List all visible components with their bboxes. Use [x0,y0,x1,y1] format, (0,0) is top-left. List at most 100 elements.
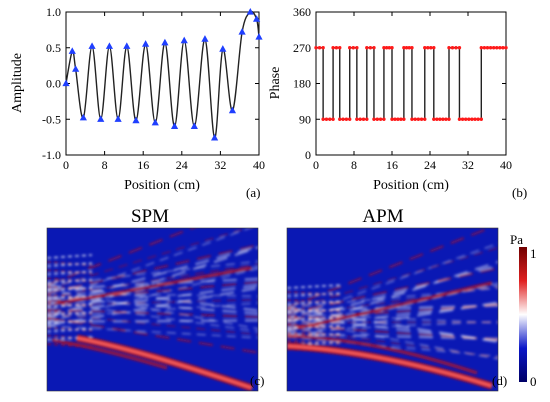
field-streak [47,244,258,295]
data-point [441,117,445,121]
data-point [382,117,386,121]
data-point [338,46,342,50]
data-point [314,46,318,50]
data-point [123,42,131,49]
field-streak [287,318,498,360]
data-point [334,46,339,50]
data-point [450,46,455,50]
data-point [444,117,448,121]
data-point [402,117,406,121]
field-streak [47,303,93,308]
data-point [252,15,261,22]
panel-c-heatmap [47,228,258,391]
field-streak [47,246,258,319]
data-point [365,46,369,50]
data-point [413,117,417,121]
data-point [438,117,442,121]
data-point [485,46,490,50]
data-point [355,46,359,50]
data-point [382,46,386,50]
field-streak [287,260,498,333]
y-tick-label: 180 [293,77,311,91]
data-point [161,38,169,46]
data-point [72,65,80,72]
data-point [338,117,342,121]
field-streak [287,242,498,320]
data-point [180,36,188,44]
field-streak [47,300,258,333]
data-point [351,46,355,50]
field-streak [47,260,258,286]
data-point [470,117,474,121]
data-point [97,115,105,122]
data-point [407,46,411,50]
field-streak [287,324,343,330]
data-point [355,117,359,121]
field-streak [47,228,250,290]
y-tick-label: 360 [293,5,311,19]
field-streak [287,306,498,344]
field-streak [47,228,196,287]
panel-b-label: (b) [512,185,527,200]
x-tick-label: 40 [253,158,265,172]
data-point [378,117,383,121]
field-beam [51,338,168,370]
data-point [328,117,332,121]
x-tick-label: 8 [102,158,108,172]
data-point [473,117,477,121]
colorbar-unit: Pa [510,232,523,247]
data-point [504,46,508,50]
data-point [457,117,462,121]
field-streak [47,277,93,283]
panel-a-y-axis-label: Amplitude [10,53,25,113]
x-tick-label: 40 [500,158,512,172]
data-point [190,122,198,129]
data-point [114,115,122,122]
data-point [348,117,352,121]
data-point [495,46,499,50]
field-streak [287,336,498,357]
field-streak [47,319,93,325]
panel-b-axes: 0 8 16 24 32 40 0 90 180 270 360 [293,5,512,172]
field-streak [287,300,343,306]
field-streak [287,284,343,289]
data-point [457,46,462,50]
data-point [358,117,362,121]
field-streak [47,267,258,323]
data-point [404,46,409,50]
panel-c-label: (c) [250,373,264,388]
series-line [65,10,260,139]
x-tick-label: 24 [176,158,188,172]
data-point [246,8,254,15]
field-streak [47,263,258,298]
field-streak [287,291,343,296]
data-point [372,46,376,50]
data-point [410,117,414,121]
data-point [331,46,335,50]
data-point [372,117,376,121]
data-point [384,46,389,50]
data-point [396,117,400,121]
field-streak [287,286,498,317]
data-point [375,117,379,121]
field-streak [287,340,343,345]
y-tick-label: 0.5 [46,41,61,55]
data-point [447,117,451,121]
data-point [228,106,237,114]
data-point [476,117,480,121]
data-point [460,117,465,121]
field-beam-core [287,344,493,388]
data-point [387,46,392,50]
field-streak [47,286,93,292]
data-point [361,117,366,121]
panel-d-title: APM [362,206,403,227]
data-point [390,117,394,121]
panel-a-label: (a) [246,185,260,200]
field-streak [47,313,258,336]
field-streak [47,270,93,276]
panel-d-label: (d) [492,373,507,388]
data-point [238,28,246,35]
x-tick-label: 0 [313,158,319,172]
data-point [151,118,159,126]
field-streak [47,245,258,307]
